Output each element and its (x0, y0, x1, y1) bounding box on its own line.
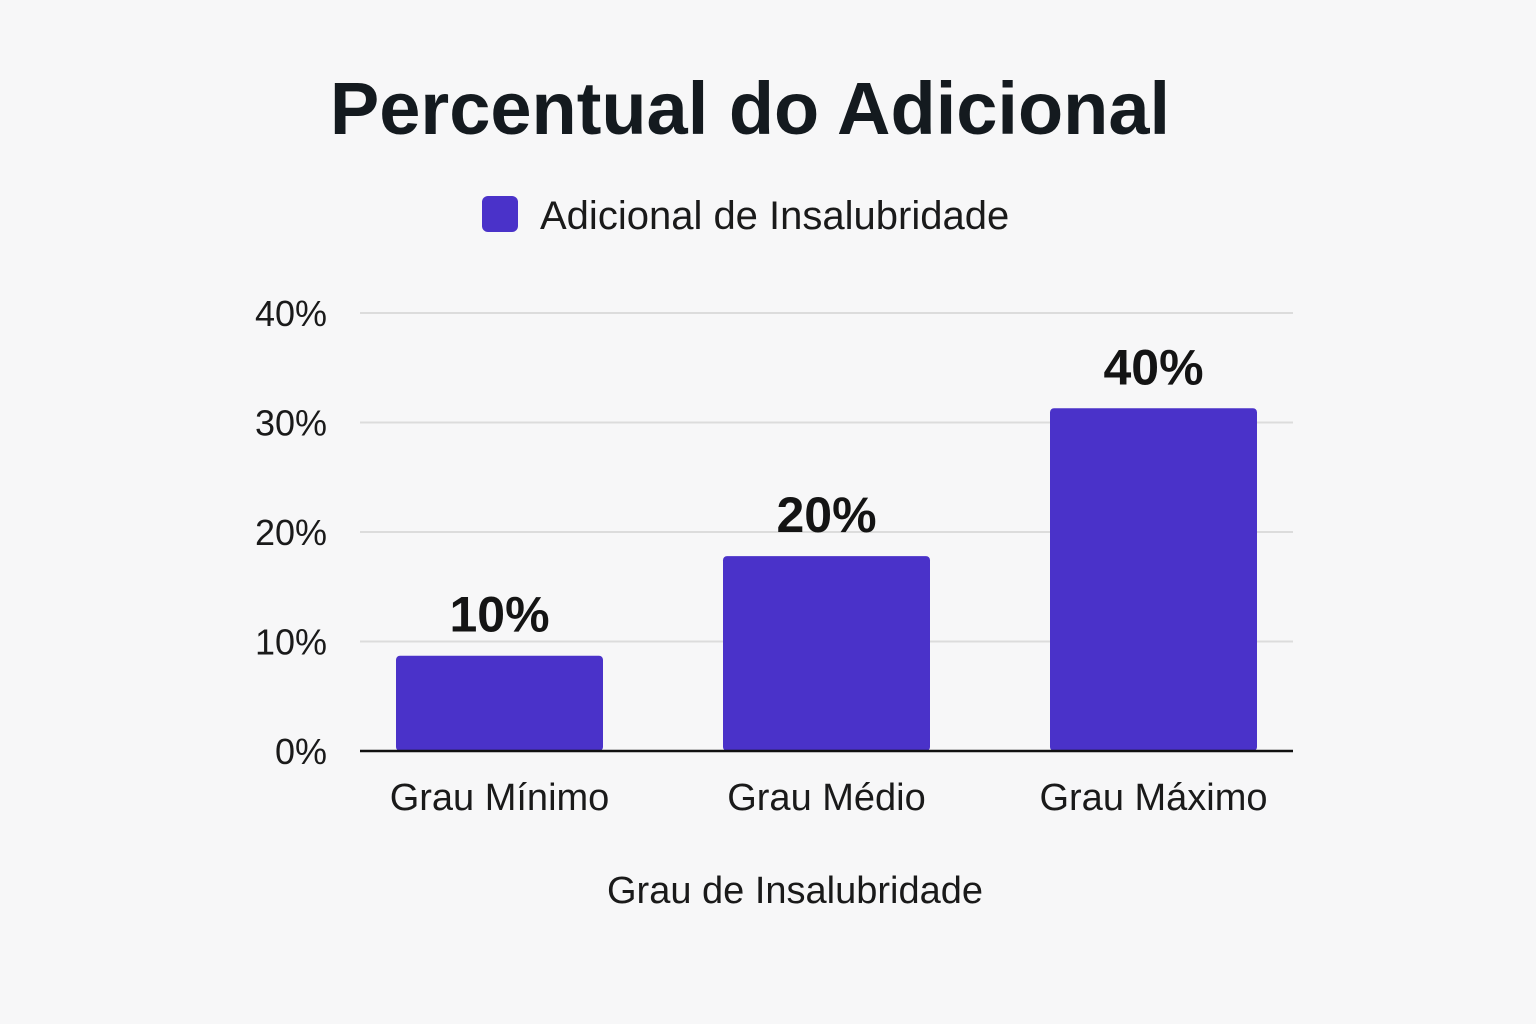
data-labels: 10% 20% 40% (449, 339, 1203, 642)
x-axis-ticks: Grau Mínimo Grau Médio Grau Máximo (390, 777, 1268, 819)
bars (396, 408, 1257, 751)
bar (723, 556, 930, 751)
bar (396, 655, 603, 751)
x-tick-label: Grau Máximo (1039, 777, 1267, 819)
legend: Adicional de Insalubridade (482, 194, 1009, 238)
data-label: 20% (776, 487, 876, 543)
x-axis-title: Grau de Insalubridade (607, 870, 983, 912)
bar (1050, 408, 1257, 751)
x-tick-label: Grau Mínimo (390, 777, 610, 819)
legend-swatch (482, 196, 518, 232)
x-tick-label: Grau Médio (727, 777, 926, 819)
y-tick-label: 10% (255, 622, 327, 663)
y-axis-ticks: 0% 10% 20% 30% 40% (255, 293, 327, 772)
data-label: 10% (449, 587, 549, 643)
y-tick-label: 30% (255, 403, 327, 444)
data-label: 40% (1103, 339, 1203, 395)
y-tick-label: 40% (255, 293, 327, 334)
chart-title: Percentual do Adicional (330, 67, 1170, 150)
y-tick-label: 20% (255, 512, 327, 553)
legend-label: Adicional de Insalubridade (540, 194, 1009, 238)
y-tick-label: 0% (275, 731, 327, 772)
